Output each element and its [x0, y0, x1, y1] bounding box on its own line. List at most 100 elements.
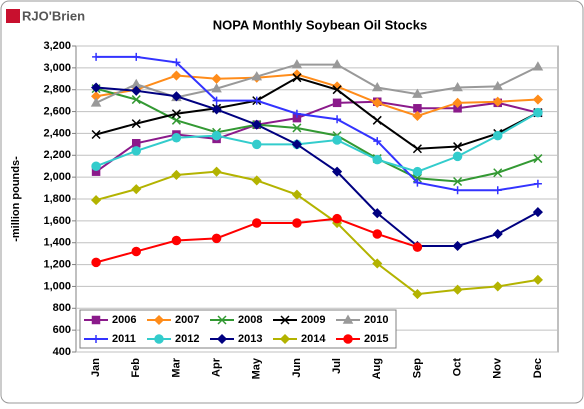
marker	[91, 257, 101, 268]
marker	[251, 119, 262, 130]
marker	[412, 144, 422, 154]
series-line	[95, 87, 539, 183]
marker	[252, 139, 262, 150]
legend-label: 2014	[301, 333, 326, 345]
y-tick-label: 2,000	[43, 171, 71, 183]
marker	[252, 218, 262, 228]
y-tick-label: 600	[53, 324, 71, 336]
marker	[131, 95, 141, 105]
marker	[492, 281, 503, 292]
series-line	[95, 76, 539, 150]
marker	[211, 166, 222, 177]
y-tick-label: 1,800	[43, 193, 71, 205]
marker	[372, 258, 383, 269]
marker	[452, 240, 463, 252]
marker	[216, 333, 228, 345]
marker	[91, 129, 101, 140]
marker	[412, 289, 423, 300]
marker	[291, 59, 303, 69]
marker	[412, 110, 423, 122]
marker	[131, 184, 142, 195]
marker	[492, 80, 504, 91]
marker	[532, 207, 543, 218]
legend-box	[79, 309, 397, 349]
marker	[91, 195, 102, 206]
marker	[171, 169, 182, 181]
marker	[492, 228, 503, 240]
marker	[251, 175, 262, 186]
x-tick-label: Aug	[371, 358, 383, 379]
series-line	[95, 100, 539, 173]
marker	[372, 208, 383, 219]
marker	[372, 154, 382, 165]
y-tick-label: 400	[53, 346, 71, 358]
marker	[333, 115, 342, 124]
series-line	[95, 170, 539, 296]
marker	[154, 334, 164, 344]
marker	[493, 186, 502, 195]
y-axis-label: -million pounds-	[10, 156, 22, 242]
marker	[292, 123, 302, 133]
series-line	[96, 55, 539, 192]
marker	[171, 235, 182, 246]
marker	[413, 104, 422, 113]
marker	[171, 91, 182, 102]
marker	[211, 130, 222, 141]
logo: RJO'Brien	[22, 8, 85, 23]
marker	[533, 154, 543, 164]
x-tick-label: Jun	[291, 358, 303, 378]
marker	[91, 315, 101, 325]
marker	[292, 73, 302, 83]
legend-label: 2013	[238, 333, 262, 345]
marker	[91, 161, 101, 171]
marker	[211, 104, 222, 115]
y-tick-label: 3,000	[43, 62, 71, 74]
legend-label: 2015	[364, 333, 388, 345]
marker	[211, 83, 222, 93]
x-tick-label: Sep	[411, 358, 423, 378]
marker	[131, 85, 142, 96]
legend-label: 2010	[364, 314, 388, 326]
marker	[532, 94, 543, 105]
marker	[532, 274, 543, 285]
marker	[452, 284, 463, 295]
marker	[372, 115, 382, 125]
x-tick-label: Oct	[451, 358, 463, 377]
marker	[291, 139, 302, 150]
marker	[252, 96, 261, 105]
marker	[412, 88, 423, 98]
marker	[292, 218, 302, 228]
marker	[412, 166, 423, 177]
y-tick-label: 800	[53, 302, 71, 314]
marker	[533, 107, 543, 118]
x-tick-label: May	[251, 357, 263, 379]
marker	[492, 96, 503, 107]
marker	[332, 213, 342, 224]
marker	[131, 146, 141, 156]
y-tick-label: 1,200	[43, 258, 71, 270]
marker	[332, 135, 342, 145]
marker	[217, 315, 227, 325]
x-tick-label: Mar	[170, 357, 182, 377]
chart-title: NOPA Monthly Soybean Oil Stocks	[213, 17, 428, 32]
y-tick-label: 3,200	[43, 40, 71, 52]
marker	[373, 137, 382, 146]
marker	[452, 82, 463, 92]
marker	[292, 109, 301, 118]
marker	[171, 133, 182, 143]
marker	[251, 71, 263, 81]
x-tick-label: Dec	[532, 358, 544, 378]
marker	[493, 168, 503, 178]
legend-label: 2007	[175, 314, 199, 326]
marker	[331, 59, 343, 69]
x-tick-label: Nov	[492, 357, 504, 379]
marker	[131, 246, 141, 257]
legend-label: 2009	[301, 314, 325, 326]
marker	[412, 242, 423, 252]
series-line	[95, 111, 539, 173]
marker	[371, 82, 383, 92]
marker	[131, 119, 141, 129]
marker	[342, 314, 354, 324]
marker	[132, 52, 141, 61]
y-tick-label: 2,800	[43, 84, 71, 96]
